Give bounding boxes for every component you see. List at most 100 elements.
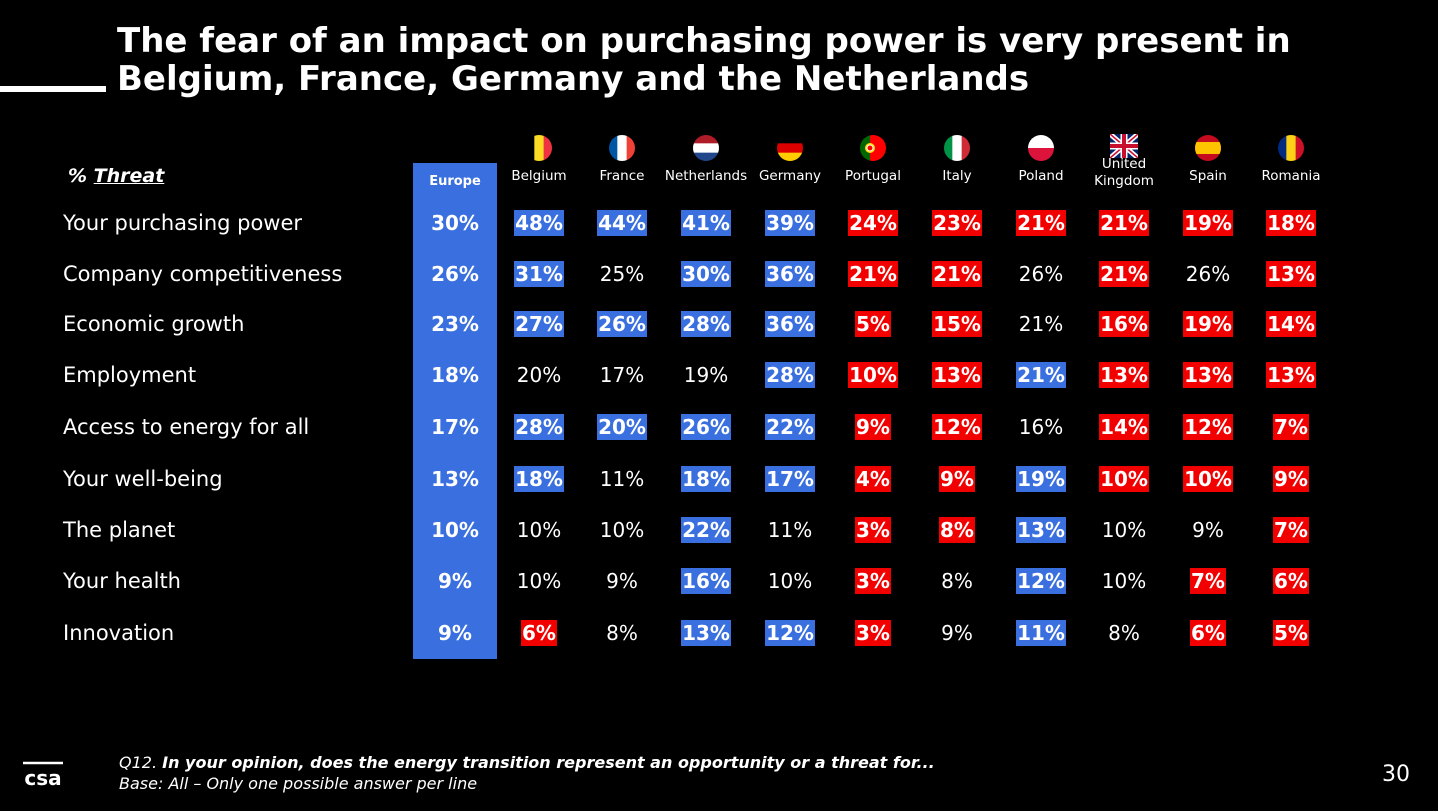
column-label: Portugal: [845, 168, 901, 184]
table-cell: 3%: [830, 620, 916, 646]
table-cell: 21%: [914, 261, 1000, 287]
cell-value: 18%: [514, 466, 564, 492]
column-label: Germany: [758, 168, 822, 184]
cell-value: 7%: [1273, 414, 1309, 440]
cell-value: 28%: [681, 311, 731, 337]
cell-value: 21%: [848, 261, 898, 287]
cell-value: 9%: [855, 414, 891, 440]
table-cell: 18%: [412, 362, 498, 388]
row-label: Access to energy for all: [63, 415, 310, 439]
table-cell: 48%: [496, 210, 582, 236]
portugal-flag-icon: [860, 135, 886, 161]
table-cell: 27%: [496, 311, 582, 337]
table-cell: 12%: [1165, 414, 1251, 440]
cell-value: 7%: [1190, 568, 1226, 594]
table-cell: 12%: [914, 414, 1000, 440]
cell-value: 6%: [521, 620, 557, 646]
cell-value: 25%: [599, 262, 645, 286]
cell-value: 48%: [514, 210, 564, 236]
table-cell: 9%: [412, 568, 498, 594]
cell-value: 27%: [514, 311, 564, 337]
belgium-flag-icon: [526, 135, 552, 161]
table-cell: 6%: [496, 620, 582, 646]
cell-value: 21%: [1018, 312, 1064, 336]
table-cell: 26%: [663, 414, 749, 440]
logo-text: csa: [24, 766, 61, 790]
column-header-italy: Italy: [914, 134, 1000, 185]
table-cell: 11%: [747, 517, 833, 543]
table-cell: 26%: [1165, 261, 1251, 287]
table-cell: 12%: [998, 568, 1084, 594]
cell-value: 10%: [516, 569, 562, 593]
column-label: France: [599, 168, 645, 184]
table-cell: 25%: [579, 261, 665, 287]
table-cell: 8%: [914, 517, 1000, 543]
cell-value: 17%: [599, 363, 645, 387]
table-cell: 6%: [1165, 620, 1251, 646]
cell-value: 9%: [939, 466, 975, 492]
column-label: Romania: [1261, 168, 1321, 184]
table-cell: 19%: [663, 362, 749, 388]
table-cell: 26%: [579, 311, 665, 337]
threat-prefix: %: [68, 165, 94, 187]
cell-value: 10%: [767, 569, 813, 593]
cell-value: 13%: [1266, 362, 1316, 388]
table-cell: 4%: [830, 466, 916, 492]
cell-value: 9%: [941, 621, 973, 645]
cell-value: 20%: [597, 414, 647, 440]
table-cell: 14%: [1248, 311, 1334, 337]
cell-value: 10%: [599, 518, 645, 542]
table-cell: 36%: [747, 261, 833, 287]
cell-value: 26%: [681, 414, 731, 440]
table-cell: 9%: [579, 568, 665, 594]
column-header-france: France: [579, 134, 665, 185]
italy-flag-icon: [944, 135, 970, 161]
row-label: Your health: [63, 569, 181, 593]
table-cell: 13%: [1165, 362, 1251, 388]
table-cell: 3%: [830, 517, 916, 543]
table-cell: 14%: [1081, 414, 1167, 440]
cell-value: 13%: [681, 620, 731, 646]
table-cell: 22%: [663, 517, 749, 543]
cell-value: 5%: [1273, 620, 1309, 646]
cell-value: 39%: [765, 210, 815, 236]
cell-value: 21%: [1016, 210, 1066, 236]
column-label: Netherlands: [664, 168, 748, 184]
table-cell: 31%: [496, 261, 582, 287]
table-cell: 15%: [914, 311, 1000, 337]
table-cell: 7%: [1165, 568, 1251, 594]
table-cell: 9%: [412, 620, 498, 646]
cell-value: 10%: [516, 518, 562, 542]
column-header-netherlands: Netherlands: [663, 134, 749, 185]
cell-value: 18%: [681, 466, 731, 492]
title-accent-bar: [0, 86, 106, 92]
cell-value: 19%: [1183, 210, 1233, 236]
table-cell: 23%: [412, 311, 498, 337]
column-label: Italy: [942, 168, 972, 184]
table-cell: 17%: [412, 414, 498, 440]
table-cell: 16%: [1081, 311, 1167, 337]
table-cell: 21%: [998, 210, 1084, 236]
table-cell: 44%: [579, 210, 665, 236]
table-cell: 7%: [1248, 414, 1334, 440]
column-header-spain: Spain: [1165, 134, 1251, 185]
table-cell: 28%: [496, 414, 582, 440]
column-header-germany: Germany: [747, 134, 833, 185]
cell-value: 9%: [438, 569, 472, 593]
table-cell: 13%: [1248, 362, 1334, 388]
cell-value: 16%: [1099, 311, 1149, 337]
cell-value: 10%: [848, 362, 898, 388]
table-cell: 21%: [998, 362, 1084, 388]
cell-value: 13%: [932, 362, 982, 388]
cell-value: 11%: [767, 518, 813, 542]
cell-value: 11%: [599, 467, 645, 491]
row-label: Your well-being: [63, 467, 223, 491]
cell-value: 19%: [1183, 311, 1233, 337]
cell-value: 3%: [855, 620, 891, 646]
cell-value: 14%: [1266, 311, 1316, 337]
csa-logo: csa: [23, 761, 63, 790]
column-label: Poland: [1018, 168, 1064, 184]
cell-value: 13%: [1183, 362, 1233, 388]
table-cell: 39%: [747, 210, 833, 236]
cell-value: 17%: [765, 466, 815, 492]
